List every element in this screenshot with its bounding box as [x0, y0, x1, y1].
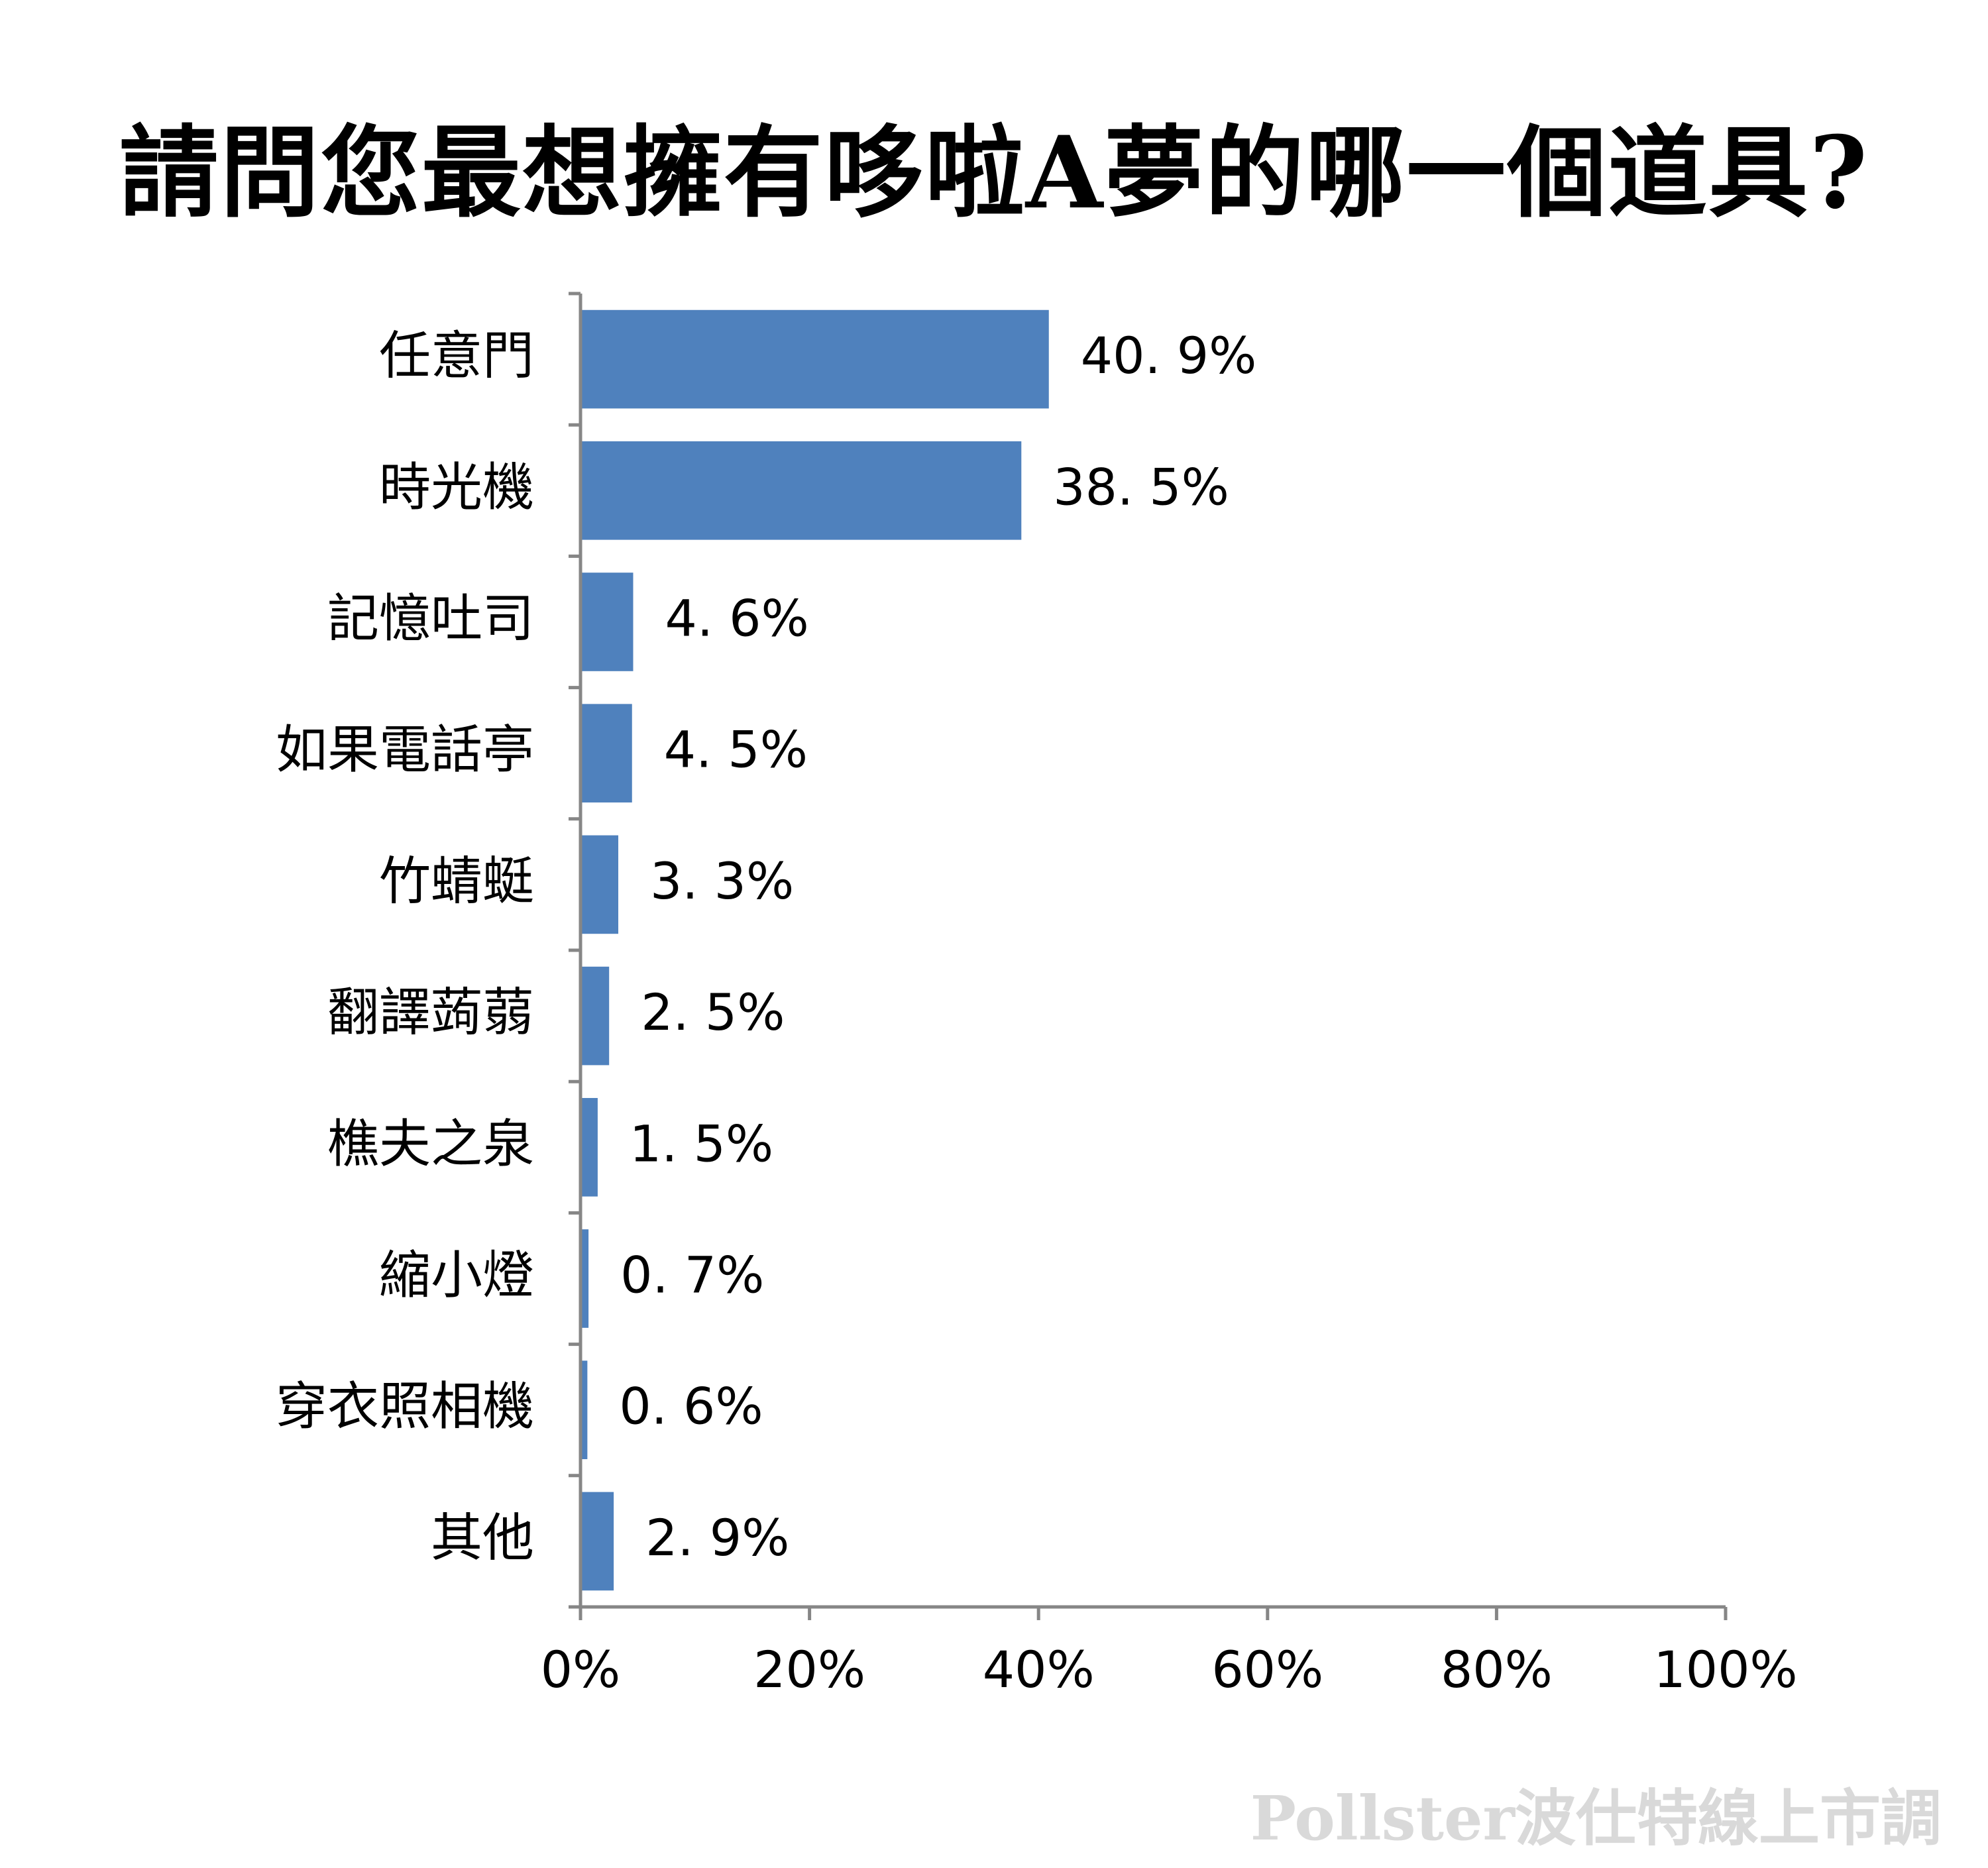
bar [580, 835, 619, 934]
x-tick-label: 40% [983, 1640, 1095, 1699]
value-label: 2. 9% [645, 1508, 789, 1567]
bar [580, 1492, 614, 1591]
category-label: 其他 [431, 1508, 534, 1568]
bar [580, 441, 1022, 540]
category-label: 時光機 [379, 458, 534, 518]
category-label: 穿衣照相機 [276, 1377, 534, 1437]
category-label: 樵夫之泉 [327, 1115, 534, 1174]
value-label: 1. 5% [630, 1114, 773, 1173]
value-label: 40. 9% [1081, 326, 1257, 385]
chart-title: 請問您最想擁有哆啦A夢的哪一個道具? [119, 115, 1869, 231]
watermark-pollster: Pollster波仕特線上市調 [1250, 1783, 1942, 1854]
value-label: 0. 7% [620, 1245, 764, 1304]
category-label: 記憶吐司 [327, 589, 534, 649]
value-label: 0. 6% [619, 1377, 763, 1436]
bar [580, 1229, 589, 1328]
x-tick-label: 100% [1653, 1640, 1797, 1699]
bar [580, 573, 634, 671]
bar [580, 1360, 588, 1460]
value-label: 38. 5% [1053, 457, 1229, 516]
category-label: 縮小燈 [379, 1246, 534, 1305]
bar [580, 1097, 598, 1197]
bar [580, 704, 632, 803]
x-tick-label: 0% [541, 1640, 621, 1699]
value-label: 3. 3% [650, 852, 794, 910]
bar [580, 966, 610, 1066]
value-label: 2. 5% [641, 983, 785, 1042]
x-tick-label: 80% [1441, 1640, 1553, 1699]
x-tick-label: 60% [1211, 1640, 1323, 1699]
category-label: 翻譯蒟蒻 [327, 983, 534, 1043]
category-label: 任意門 [379, 327, 534, 386]
bar [580, 309, 1049, 409]
x-tick-label: 20% [753, 1640, 865, 1699]
category-label: 竹蜻蜓 [379, 852, 534, 911]
value-label: 4. 5% [664, 720, 808, 779]
value-label: 4. 6% [665, 588, 808, 647]
category-label: 如果電話亭 [276, 720, 534, 780]
